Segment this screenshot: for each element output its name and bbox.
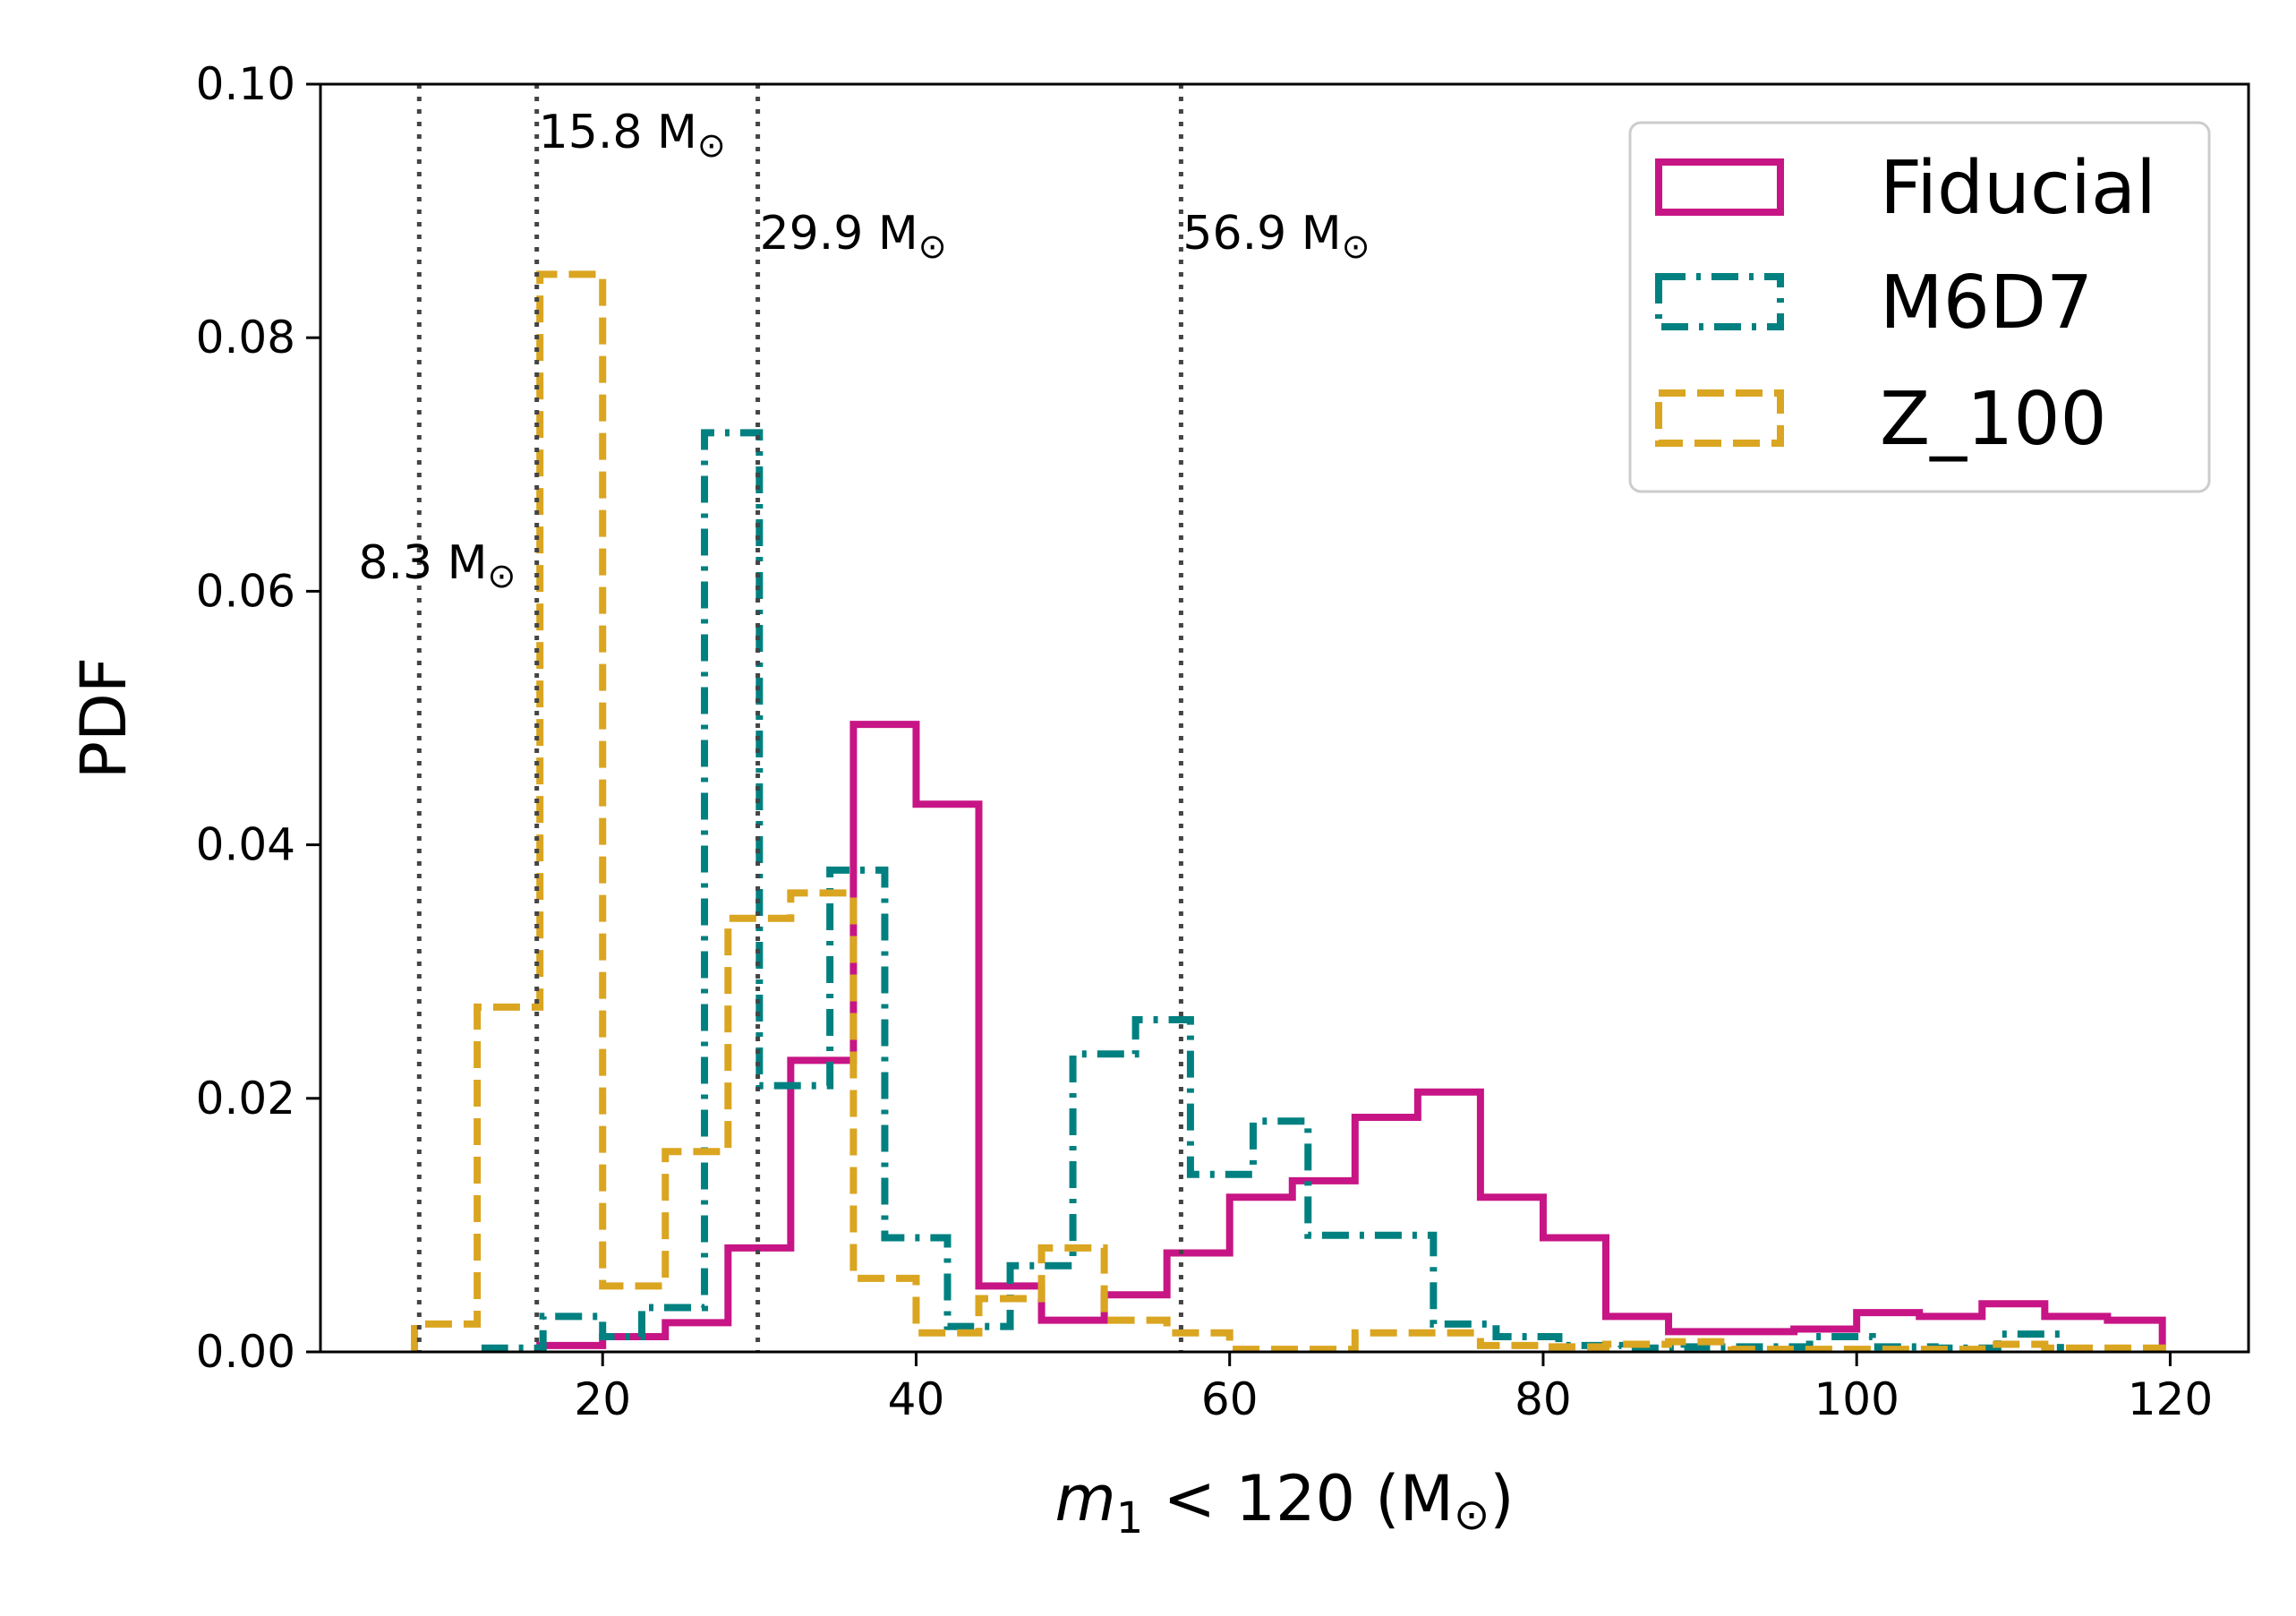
- y-tick-label-0: 0.00: [196, 1326, 295, 1378]
- y-tick-label-1: 0.02: [196, 1073, 295, 1124]
- reference-line-label-3: 56.9 M⊙: [1182, 207, 1370, 266]
- series-z-100-line: [411, 270, 2166, 1352]
- x-tick-label-1: 40: [888, 1373, 945, 1425]
- reference-line-label-2: 29.9 M⊙: [760, 207, 947, 266]
- x-tick-label-2: 60: [1201, 1373, 1259, 1425]
- x-tick-label-4: 100: [1814, 1373, 1899, 1425]
- reference-line-label-0: 8.3 M⊙: [358, 536, 516, 595]
- legend-swatch-m6d7: [1655, 273, 1784, 330]
- axes-frame: [319, 82, 2250, 1354]
- x-axis-label-sun-symbol: ⊙: [1454, 1490, 1489, 1540]
- y-tick-label-3: 0.06: [196, 565, 295, 617]
- x-tick-label-3: 80: [1515, 1373, 1572, 1425]
- x-axis-label-text: < 120 (M: [1143, 1462, 1454, 1535]
- x-axis-label: m1 < 120 (M⊙): [1055, 1462, 1515, 1543]
- reference-line-label-1: 15.8 M⊙: [539, 106, 726, 165]
- x-tick-label-5: 120: [2128, 1373, 2213, 1425]
- x-tick-label-0: 20: [574, 1373, 631, 1425]
- legend-label-fiducial: Fiducial: [1880, 146, 2156, 231]
- series-m6d7-line: [481, 429, 2064, 1352]
- y-tick-label-4: 0.08: [196, 312, 295, 363]
- series-fiducial-line: [536, 721, 2166, 1352]
- legend: Fiducial M6D7 Z_100: [1628, 121, 2211, 493]
- x-axis-label-subscript: 1: [1116, 1493, 1144, 1543]
- y-axis-label: PDF: [67, 657, 141, 779]
- y-tick-label-5: 0.10: [196, 58, 295, 110]
- x-axis-label-math: m: [1055, 1462, 1116, 1535]
- legend-label-m6d7: M6D7: [1880, 261, 2093, 346]
- x-axis-label-close: ): [1489, 1462, 1514, 1535]
- legend-swatch-z-100: [1655, 389, 1784, 447]
- legend-swatch-fiducial: [1655, 158, 1784, 216]
- y-tick-label-2: 0.04: [196, 819, 295, 871]
- legend-label-z-100: Z_100: [1880, 377, 2107, 462]
